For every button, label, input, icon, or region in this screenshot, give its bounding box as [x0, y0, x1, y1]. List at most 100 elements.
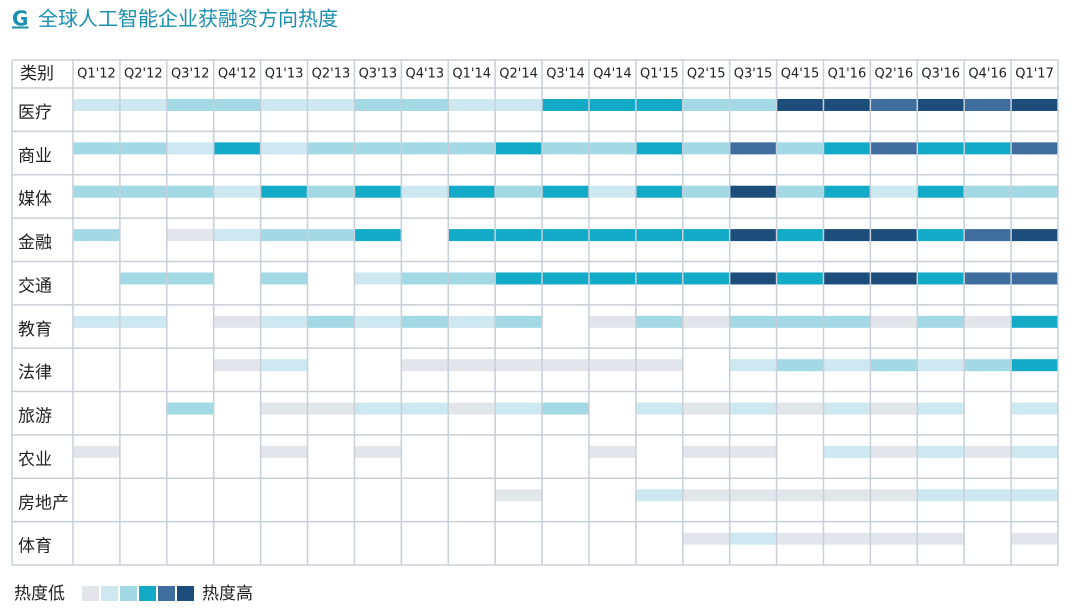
heat-cell [448, 446, 495, 458]
x-tick-label: Q2'12 [124, 67, 163, 82]
heat-cell [401, 359, 449, 372]
row-label: 体育 [18, 537, 52, 557]
row-label: 媒体 [18, 190, 52, 210]
heat-cell [119, 99, 167, 111]
heat-cell [588, 185, 636, 198]
heat-cell [823, 99, 871, 111]
heat-cell [354, 359, 401, 371]
heat-cell [260, 99, 308, 111]
heat-cell [542, 316, 589, 328]
heat-cell [260, 315, 308, 328]
heat-cell [870, 315, 918, 328]
heat-cell [729, 402, 777, 415]
heat-cell [682, 315, 730, 328]
heat-cell [73, 99, 120, 111]
heat-cell [166, 229, 214, 242]
legend-swatch [158, 586, 175, 601]
heat-cell [119, 315, 167, 328]
heat-cell [261, 533, 308, 545]
heat-cell [917, 532, 965, 545]
heat-cell [729, 315, 777, 328]
heat-cell [823, 272, 871, 285]
x-tick-label: Q2'13 [312, 67, 351, 82]
heat-cell [964, 99, 1012, 111]
heat-cell [870, 445, 918, 458]
heat-cell [167, 316, 214, 328]
heat-cell [120, 489, 167, 501]
heat-cell [167, 489, 214, 501]
heat-cell [354, 272, 402, 285]
heat-cell [542, 272, 589, 285]
heat-cell [448, 359, 496, 372]
heat-cell [495, 446, 542, 458]
heat-cell [729, 445, 777, 458]
x-tick-label: Q2'15 [687, 67, 726, 82]
row-label: 旅游 [18, 407, 52, 427]
heat-cell [119, 142, 167, 155]
heat-cell [260, 359, 308, 372]
x-tick-label: Q1'15 [640, 67, 679, 82]
heat-cell [260, 402, 308, 415]
heat-cell [495, 229, 543, 242]
heat-cell [495, 402, 543, 415]
heat-cell [588, 142, 636, 155]
heat-cell [635, 272, 683, 285]
heat-cell [120, 533, 167, 545]
heat-cell [73, 315, 120, 328]
x-tick-label: Q3'14 [546, 67, 585, 82]
heat-cell [588, 99, 636, 111]
heat-cell [870, 359, 918, 372]
heat-cell [354, 445, 402, 458]
heat-cell [917, 185, 965, 198]
heat-cell [307, 229, 355, 242]
heat-cell [119, 272, 167, 285]
heat-cell [120, 229, 167, 241]
heat-cell [729, 532, 777, 545]
heat-cell [166, 185, 214, 198]
heat-cell [870, 229, 918, 242]
heat-cell [682, 229, 730, 242]
heat-cell [308, 533, 355, 545]
heat-cell [917, 489, 965, 502]
heat-cell [401, 142, 449, 155]
heat-cell [870, 99, 918, 111]
heat-cell [495, 99, 543, 111]
row-label: 医疗 [18, 103, 52, 123]
heat-cell [448, 99, 496, 111]
x-tick-label: Q2'16 [875, 67, 914, 82]
heat-cell [166, 402, 214, 415]
heat-cell [683, 359, 730, 371]
heat-cell [823, 185, 871, 198]
heat-cell [495, 272, 543, 285]
heat-cell [776, 315, 824, 328]
heat-cell [448, 489, 495, 501]
heat-cell [307, 99, 355, 111]
heat-cell [213, 229, 261, 242]
heat-cell [213, 315, 261, 328]
heat-cell [917, 359, 965, 372]
heat-cell [214, 533, 261, 545]
heat-cell [495, 142, 543, 155]
heat-cell [776, 142, 824, 155]
legend-swatch [177, 586, 194, 601]
heat-cell [729, 272, 777, 285]
heat-cell [729, 185, 777, 198]
x-tick-label: Q1'14 [452, 67, 491, 82]
heat-cell [166, 272, 214, 285]
heat-cell [308, 489, 355, 501]
heat-cell [307, 142, 355, 155]
x-tick-label: Q3'15 [734, 67, 773, 82]
heat-cell [776, 185, 824, 198]
heat-cell [823, 315, 871, 328]
row-label: 房地产 [18, 493, 69, 513]
x-tick-label: Q4'16 [968, 67, 1007, 82]
heat-cell [682, 185, 730, 198]
x-tick-label: Q1'12 [77, 67, 116, 82]
x-tick-label: Q4'15 [781, 67, 820, 82]
heat-cell [448, 272, 496, 285]
heat-cell [448, 315, 496, 328]
heat-cell [776, 532, 824, 545]
heat-cell [308, 446, 355, 458]
legend-swatch [82, 586, 99, 601]
